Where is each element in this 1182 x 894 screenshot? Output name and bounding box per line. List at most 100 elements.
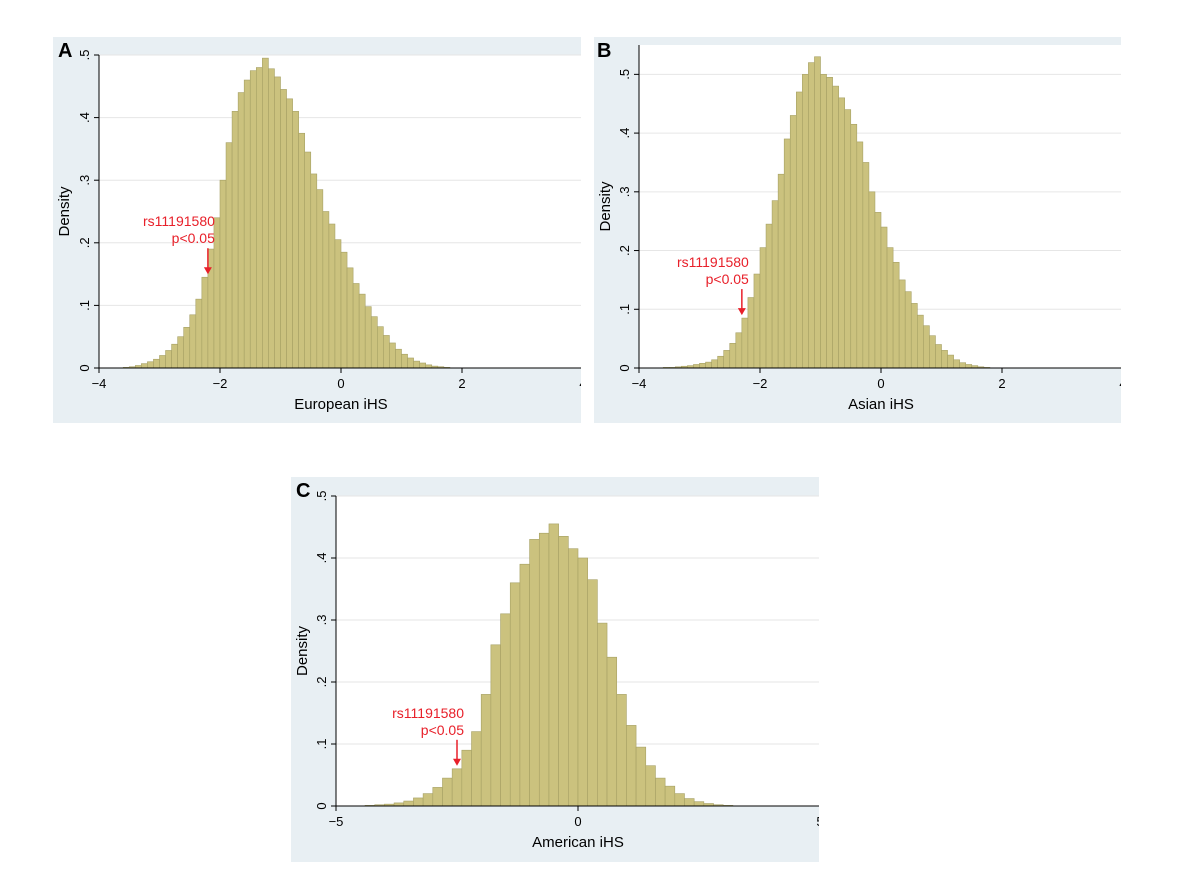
histogram-bar xyxy=(777,173,785,369)
y-tick-label: .5 xyxy=(314,491,329,502)
annotation-arrow-head xyxy=(203,267,212,275)
histogram-bar xyxy=(808,62,815,369)
histogram-bar xyxy=(796,91,803,369)
histogram-bar xyxy=(904,291,912,369)
histogram-bar xyxy=(850,123,858,369)
x-axis-title: American iHS xyxy=(532,834,624,851)
histogram-bar xyxy=(298,132,305,369)
histogram-bar xyxy=(862,162,870,369)
histogram-bar xyxy=(693,364,700,369)
x-tick-label: 4 xyxy=(1119,376,1121,391)
chart-asian-ihs: 0 .1 .2 .3 .4 .5 −4 −2 0 2 4 Asian iHS Density rs1119… xyxy=(597,45,1127,413)
histogram-bar xyxy=(280,89,287,369)
histogram-bar xyxy=(159,355,166,369)
x-axis-title: European iHS xyxy=(294,396,387,413)
histogram-bar xyxy=(880,226,888,369)
x-tick-label: 4 xyxy=(579,376,581,391)
y-axis-title: Density xyxy=(597,181,614,232)
histogram-bar xyxy=(370,316,378,369)
y-tick-label: .1 xyxy=(77,300,92,311)
histogram-bar xyxy=(519,563,530,807)
histogram-bar xyxy=(183,327,191,369)
annotation-pvalue: p<0.05 xyxy=(706,271,749,287)
panel-label-c: C xyxy=(296,480,311,502)
y-tick-label: 0 xyxy=(314,802,329,809)
histogram-bar xyxy=(471,731,482,807)
histogram-bar xyxy=(941,350,948,369)
y-tick-label: .3 xyxy=(314,615,329,626)
histogram-bar xyxy=(310,173,318,369)
histogram-bar xyxy=(711,359,718,369)
y-tick-label: 0 xyxy=(617,364,632,371)
histogram-bar xyxy=(684,798,695,807)
histogram-bar xyxy=(868,191,876,369)
histogram-bar xyxy=(207,248,215,369)
histogram-bar xyxy=(747,297,755,369)
histogram-bar xyxy=(874,212,882,369)
histogram-bar xyxy=(262,57,269,369)
histogram-bar xyxy=(626,725,637,807)
y-tick-label: .2 xyxy=(314,677,329,688)
histogram-bar xyxy=(741,317,749,369)
histogram-bar xyxy=(322,211,330,369)
panel-b: 0 .1 .2 .3 .4 .5 −4 −2 0 2 4 Asian iHS Density rs1119… xyxy=(594,37,1127,423)
x-tick-label: 2 xyxy=(998,376,1005,391)
histogram-bar xyxy=(490,644,501,807)
histogram-bar xyxy=(635,746,647,807)
panel-a: 0 .1 .2 .3 .4 .5 −4 −2 0 2 4 European iHS Density rs1… xyxy=(53,37,587,423)
y-tick-label: .1 xyxy=(617,304,632,315)
histogram-bar xyxy=(953,359,960,369)
histogram-bar xyxy=(587,579,598,807)
histogram-bar xyxy=(304,151,312,369)
y-tick-label: 0 xyxy=(77,364,92,371)
x-tick-label: 0 xyxy=(574,814,581,829)
x-tick-label: 0 xyxy=(877,376,884,391)
histogram-bar xyxy=(442,777,453,807)
histogram-bar xyxy=(814,56,821,369)
histogram-bar xyxy=(419,362,426,369)
histogram-bar xyxy=(699,363,706,369)
histogram-bar xyxy=(403,800,414,807)
x-tick-label: −5 xyxy=(329,814,344,829)
histogram-bar xyxy=(729,343,737,369)
y-tick-label: .3 xyxy=(617,186,632,197)
histogram-bar xyxy=(892,261,900,369)
histogram-bar xyxy=(352,283,360,369)
histogram-bar xyxy=(225,142,233,369)
annotation-snp: rs11191580 xyxy=(143,213,215,229)
x-tick-label: −4 xyxy=(92,376,107,391)
histogram-bar xyxy=(765,223,773,369)
histogram-bar xyxy=(664,785,676,807)
histogram-bar xyxy=(538,532,550,807)
histogram-bar xyxy=(141,363,148,369)
histogram-bar xyxy=(548,523,559,807)
histogram-bar xyxy=(898,279,906,369)
histogram-bar xyxy=(432,787,443,807)
histogram-bar xyxy=(328,223,336,369)
histogram-bar xyxy=(759,247,767,369)
histogram-bar xyxy=(340,251,348,369)
histogram-bar xyxy=(832,85,839,369)
y-tick-label: .5 xyxy=(617,69,632,80)
histogram-bar xyxy=(316,189,324,369)
histogram-bar xyxy=(147,361,154,369)
histogram-bar xyxy=(923,325,930,369)
histogram-bar xyxy=(717,355,725,369)
histogram-bar xyxy=(802,74,809,369)
histogram-bar xyxy=(693,801,705,807)
histogram-bar xyxy=(395,348,402,369)
histogram-bar xyxy=(529,539,540,807)
y-axis-title: Density xyxy=(294,625,311,676)
annotation-snp: rs11191580 xyxy=(392,705,464,721)
x-tick-label: 0 xyxy=(337,376,344,391)
histogram-bar xyxy=(735,332,743,369)
histogram-bar xyxy=(219,179,227,369)
histogram-bar xyxy=(645,765,656,807)
x-tick-label: 2 xyxy=(458,376,465,391)
histogram-bar xyxy=(509,582,521,807)
panel-label-a: A xyxy=(58,40,73,62)
y-tick-label: .3 xyxy=(77,175,92,186)
histogram-bar xyxy=(346,267,354,369)
histogram-bar xyxy=(606,656,618,807)
histogram-bar xyxy=(376,326,384,369)
